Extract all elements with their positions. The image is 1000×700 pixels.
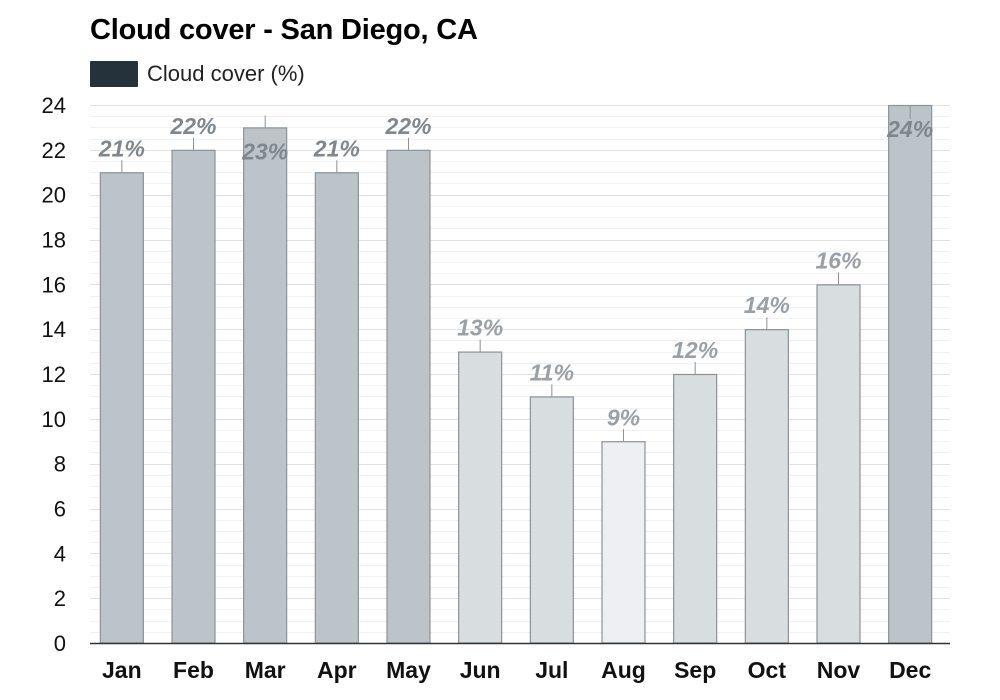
data-label-apr: 21%	[313, 135, 360, 161]
bar-jan	[99, 172, 144, 644]
y-tick-label: 2	[54, 586, 66, 611]
bar-apr	[314, 172, 359, 644]
x-tick-label-nov: Nov	[817, 657, 861, 683]
bar-sep	[673, 373, 718, 644]
data-label-aug: 9%	[607, 404, 640, 430]
x-tick-label-may: May	[386, 657, 431, 683]
y-tick-label: 12	[42, 362, 66, 387]
bar-dec	[888, 104, 933, 644]
y-tick-label: 20	[42, 183, 66, 208]
bar-jul	[529, 396, 574, 644]
data-label-mar: 23%	[241, 138, 288, 164]
bar-nov	[816, 284, 861, 644]
bar-aug	[601, 441, 646, 644]
x-tick-label-oct: Oct	[748, 657, 787, 683]
data-label-jul: 11%	[530, 359, 574, 385]
data-label-sep: 12%	[672, 337, 718, 363]
data-label-jan: 21%	[98, 135, 145, 161]
x-tick-label-jan: Jan	[102, 657, 142, 683]
chart-title: Cloud cover - San Diego, CA	[90, 14, 478, 46]
bar-feb	[171, 149, 216, 644]
x-tick-label-feb: Feb	[173, 657, 214, 683]
x-tick-label-jul: Jul	[535, 657, 568, 683]
bar-oct	[744, 329, 789, 644]
data-label-feb: 22%	[169, 113, 216, 139]
x-tick-label-dec: Dec	[889, 657, 931, 683]
y-tick-label: 24	[42, 93, 66, 118]
y-tick-label: 18	[42, 228, 66, 253]
legend-label: Cloud cover (%)	[147, 61, 305, 86]
y-tick-label: 22	[42, 138, 66, 163]
y-tick-label: 6	[54, 497, 66, 522]
x-tick-label-jun: Jun	[460, 657, 501, 683]
y-tick-label: 10	[42, 407, 66, 432]
data-label-dec: 24%	[886, 116, 933, 142]
x-tick-label-apr: Apr	[317, 657, 357, 683]
data-labels: 21% 22% 23% 21% 22% 13% 11% 9% 12% 14% 16% 24%	[98, 113, 933, 430]
bar-jun	[458, 351, 503, 644]
x-tick-label-aug: Aug	[601, 657, 646, 683]
x-tick-label-mar: Mar	[245, 657, 286, 683]
grid-lines	[90, 105, 950, 644]
y-tick-label: 4	[54, 541, 66, 566]
y-tick-label: 8	[54, 452, 66, 477]
y-tick-label: 14	[42, 317, 66, 342]
data-label-jun: 13%	[457, 315, 503, 341]
bars	[99, 104, 933, 644]
data-label-may: 22%	[384, 113, 431, 139]
data-label-nov: 16%	[815, 247, 861, 273]
data-label-oct: 14%	[744, 292, 790, 318]
y-tick-label: 16	[42, 272, 66, 297]
legend: Cloud cover (%)	[90, 61, 305, 87]
x-tick-label-sep: Sep	[674, 657, 716, 683]
bar-may	[386, 149, 431, 644]
bar-mar	[243, 127, 288, 644]
legend-swatch	[90, 61, 138, 87]
y-tick-label: 0	[54, 631, 66, 656]
